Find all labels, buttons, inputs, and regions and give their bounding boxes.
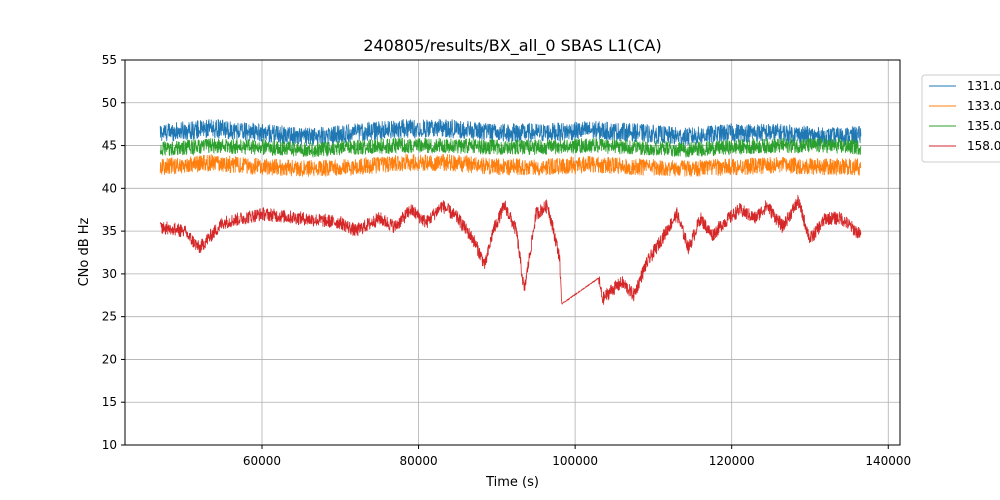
series-line bbox=[159, 137, 862, 159]
y-axis-label: CNo dB Hz bbox=[77, 217, 92, 286]
x-tick-label: 100000 bbox=[552, 454, 598, 468]
y-tick-label: 10 bbox=[102, 438, 117, 452]
chart-title: 240805/results/BX_all_0 SBAS L1(CA) bbox=[363, 36, 661, 56]
legend: 131.0 133.0 135.0 158.0 bbox=[921, 74, 1000, 163]
y-tick-label: 15 bbox=[102, 395, 117, 409]
x-tick-label: 140000 bbox=[865, 454, 911, 468]
legend-label: 158.0 bbox=[967, 139, 1000, 153]
x-tick-label: 120000 bbox=[709, 454, 755, 468]
y-tick-label: 55 bbox=[102, 53, 117, 67]
plot-series bbox=[159, 119, 862, 305]
legend-box bbox=[921, 74, 1000, 163]
legend-label: 131.0 bbox=[967, 79, 1000, 93]
series-line bbox=[159, 153, 862, 177]
legend-label: 135.0 bbox=[967, 119, 1000, 133]
x-axis: 60000 80000 100000 120000 140000 bbox=[243, 445, 911, 468]
legend-label: 133.0 bbox=[967, 99, 1000, 113]
y-tick-label: 40 bbox=[102, 181, 117, 195]
series-line bbox=[159, 119, 862, 147]
x-tick-label: 80000 bbox=[399, 454, 437, 468]
y-axis: 10 15 20 25 30 35 40 45 50 55 bbox=[102, 53, 125, 452]
y-tick-label: 25 bbox=[102, 310, 117, 324]
y-tick-label: 50 bbox=[102, 96, 117, 110]
y-tick-label: 35 bbox=[102, 224, 117, 238]
series-line bbox=[159, 194, 862, 305]
y-tick-label: 45 bbox=[102, 139, 117, 153]
x-tick-label: 60000 bbox=[243, 454, 281, 468]
x-axis-label: Time (s) bbox=[485, 475, 539, 490]
y-tick-label: 30 bbox=[102, 267, 117, 281]
y-tick-label: 20 bbox=[102, 352, 117, 366]
plot-frame bbox=[124, 59, 901, 446]
